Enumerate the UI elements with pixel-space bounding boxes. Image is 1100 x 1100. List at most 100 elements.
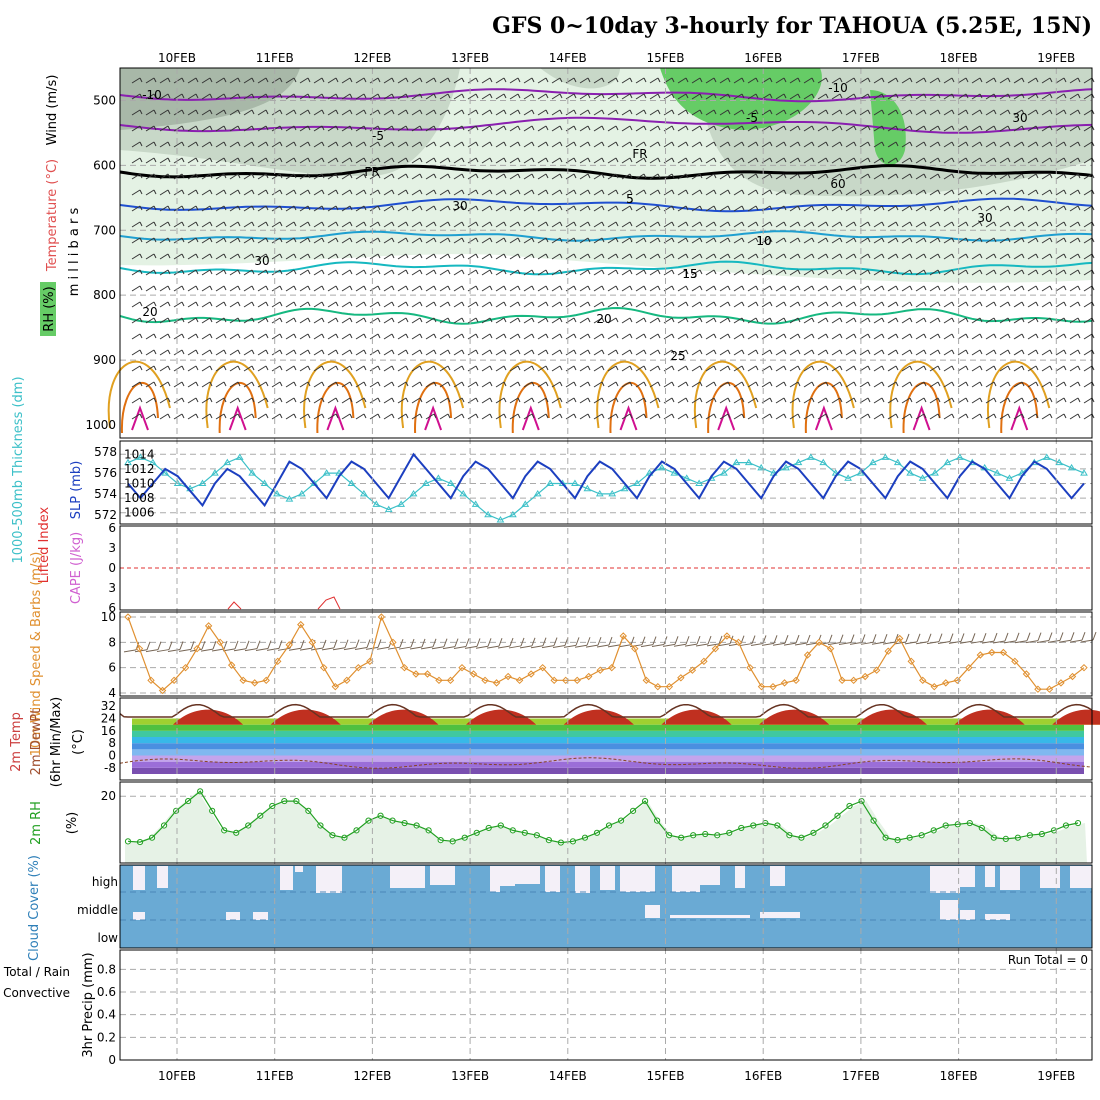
- wind-barb: [663, 349, 673, 356]
- wind-barb-tick: [727, 381, 731, 387]
- wind-barb: [257, 365, 267, 372]
- dewpoint-line: [119, 757, 1093, 769]
- wind-barb-tick: [447, 285, 451, 291]
- wind-barb: [789, 301, 799, 308]
- wind10-barb: [299, 647, 313, 651]
- wind-barb-tick: [167, 141, 171, 147]
- wind-barb-tick: [587, 349, 591, 355]
- wind-barb-tick: [293, 221, 297, 227]
- wind-barb: [817, 253, 827, 260]
- wind-barb-tick: [895, 157, 899, 163]
- wind-barb: [775, 109, 785, 116]
- wind-barb-tick: [741, 205, 745, 211]
- wind-barb-tick: [209, 253, 213, 259]
- wind-barb-tick: [489, 221, 493, 227]
- ylabel-total-rain: Total / Rain: [3, 965, 70, 979]
- wind-barb: [341, 221, 351, 228]
- wind-barb: [747, 205, 757, 212]
- wind-barb-tick: [139, 189, 143, 195]
- wind-barb-tick: [237, 349, 241, 355]
- wind-barb-tick: [517, 365, 521, 371]
- wind-barb: [607, 397, 617, 404]
- wind-barb: [243, 269, 253, 276]
- wind10-barb-tick: [960, 633, 965, 642]
- wind-barb: [439, 413, 449, 420]
- wind-barb: [803, 381, 813, 388]
- wind-barb-tick: [671, 317, 675, 323]
- wind-barb: [173, 125, 183, 132]
- wind-barb-tick: [461, 381, 465, 387]
- wind-barb-tick: [223, 317, 227, 323]
- wind-barb: [859, 349, 869, 356]
- wind-barb-tick: [321, 285, 325, 291]
- li-tick-label: 6: [108, 521, 116, 535]
- wind-barb-tick: [895, 317, 899, 323]
- date-label-bottom: 19FEB: [1037, 1069, 1075, 1083]
- wind10-barb: [321, 647, 335, 651]
- wind-barb-tick: [419, 365, 423, 371]
- wind-barb: [285, 397, 295, 404]
- wind-barb-tick: [685, 253, 689, 259]
- wind-barb-tick: [349, 365, 353, 371]
- wind-barb-tick: [545, 189, 549, 195]
- precip-tick-label: 0: [108, 1053, 116, 1067]
- wind-barb-tick: [867, 381, 871, 387]
- isotherm-label: -5: [372, 129, 384, 143]
- wind-barb: [439, 333, 449, 340]
- wind-barb: [159, 189, 169, 196]
- wind-barb-tick: [391, 189, 395, 195]
- wind-barb-tick: [671, 189, 675, 195]
- wind-barb: [523, 333, 533, 340]
- wind-barb-tick: [1021, 141, 1025, 147]
- wind-barb: [859, 381, 869, 388]
- wind10-barb-tick: [333, 639, 338, 649]
- wind-barb-tick: [937, 413, 941, 419]
- date-label-bottom: 14FEB: [549, 1069, 587, 1083]
- wind-barb: [705, 189, 715, 196]
- wind-barb-tick: [223, 301, 227, 307]
- isotherm-neg5: [119, 116, 1093, 134]
- wind-barb: [817, 205, 827, 212]
- wind-barb-tick: [825, 317, 829, 323]
- wind-barb-tick: [615, 413, 619, 419]
- wind-barb-tick: [391, 397, 395, 403]
- wind-barb: [481, 141, 491, 148]
- wind-barb: [705, 397, 715, 404]
- wind-barb-tick: [503, 93, 507, 99]
- wind-barb: [1013, 125, 1023, 132]
- wind-barb-tick: [699, 109, 703, 115]
- wind-barb: [453, 205, 463, 212]
- wind-barb: [467, 237, 477, 244]
- wind-barb: [775, 173, 785, 180]
- wind-barb-tick: [1035, 125, 1039, 131]
- wind-barb-tick: [181, 301, 185, 307]
- wind-barb-tick: [517, 157, 521, 163]
- wind-barb-tick: [335, 413, 339, 419]
- wind-barb: [817, 317, 827, 324]
- wind-barb-tick: [979, 205, 983, 211]
- wind10-barb: [409, 646, 423, 650]
- wind-barb-tick: [881, 301, 885, 307]
- wind10-barb-tick: [718, 635, 723, 645]
- wind-barb: [677, 285, 687, 292]
- wind-barb: [747, 413, 757, 420]
- wind-barb-tick: [713, 125, 717, 131]
- wind-barb-tick: [195, 189, 199, 195]
- wind-barb: [747, 301, 757, 308]
- wind-barb: [145, 157, 155, 164]
- wind-barb-tick: [839, 189, 843, 195]
- wind-barb: [1013, 237, 1023, 244]
- wind-barb: [523, 237, 533, 244]
- wind-barb-tick: [405, 365, 409, 371]
- wind-barb-tick: [965, 269, 969, 275]
- wind-barb-tick: [783, 333, 787, 339]
- wind-barb-tick: [993, 205, 997, 211]
- wind-barb: [397, 157, 407, 164]
- date-label-bottom: 10FEB: [158, 1069, 196, 1083]
- wind-barb-tick: [839, 333, 843, 339]
- wind-barb: [481, 285, 491, 292]
- wind-barb-tick: [1007, 349, 1011, 355]
- wind-barb-tick: [293, 237, 297, 243]
- wind-barb-tick: [979, 237, 983, 243]
- wind-barb: [369, 237, 379, 244]
